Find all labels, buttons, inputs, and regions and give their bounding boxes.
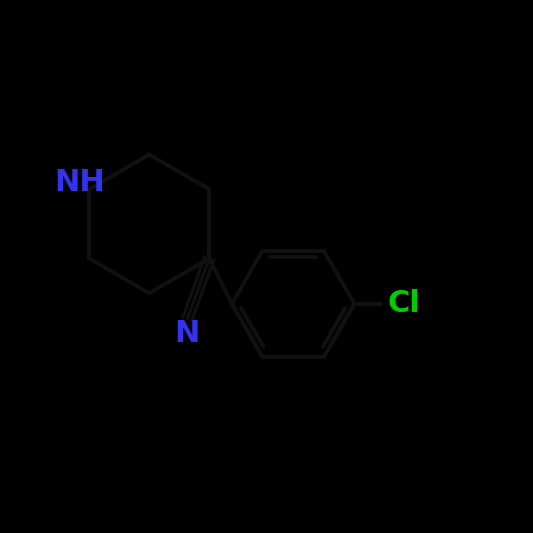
Text: NH: NH [54,168,105,197]
Text: Cl: Cl [387,289,420,318]
Text: N: N [175,319,200,348]
